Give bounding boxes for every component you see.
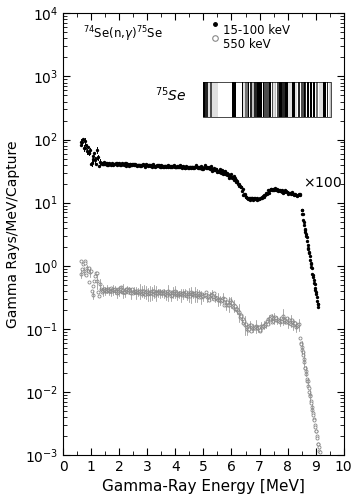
Bar — [250, 82, 252, 117]
Bar — [310, 82, 311, 117]
Bar — [243, 82, 245, 117]
Text: 15-100 keV: 15-100 keV — [223, 24, 290, 38]
Bar — [257, 82, 262, 117]
Bar — [235, 82, 236, 117]
Bar — [277, 82, 279, 117]
Bar — [301, 82, 304, 117]
Text: 550 keV: 550 keV — [223, 38, 271, 51]
Bar — [264, 82, 269, 117]
Bar — [203, 82, 331, 117]
Bar — [222, 82, 227, 117]
Bar — [297, 82, 300, 117]
Y-axis label: Gamma Rays/MeV/Capture: Gamma Rays/MeV/Capture — [6, 140, 20, 328]
Bar — [212, 82, 214, 117]
Bar — [232, 82, 234, 117]
Bar — [252, 82, 254, 117]
Bar — [282, 82, 285, 117]
Text: $^{74}$Se(n,$\gamma$)$^{75}$Se: $^{74}$Se(n,$\gamma$)$^{75}$Se — [83, 24, 163, 44]
Bar — [329, 82, 330, 117]
Bar — [323, 82, 326, 117]
X-axis label: Gamma-Ray Energy [MeV]: Gamma-Ray Energy [MeV] — [102, 480, 305, 494]
Bar — [326, 82, 329, 117]
Bar — [228, 82, 232, 117]
Bar — [214, 82, 218, 117]
Bar — [279, 82, 282, 117]
Bar — [311, 82, 312, 117]
Bar — [238, 82, 241, 117]
Bar — [254, 82, 257, 117]
Bar — [245, 82, 248, 117]
Bar — [330, 82, 331, 117]
Bar — [218, 82, 222, 117]
Bar — [316, 82, 318, 117]
Bar — [205, 82, 208, 117]
Bar — [285, 82, 288, 117]
Bar — [292, 82, 295, 117]
Bar — [242, 82, 243, 117]
Bar — [248, 82, 250, 117]
Bar — [236, 82, 238, 117]
Bar — [318, 82, 319, 117]
Bar — [273, 82, 275, 117]
Bar — [319, 82, 323, 117]
Bar — [305, 82, 306, 117]
Bar — [304, 82, 305, 117]
Bar — [203, 82, 204, 117]
Bar — [210, 82, 212, 117]
Bar — [263, 82, 264, 117]
Bar — [269, 82, 271, 117]
Text: $^{75}$Se: $^{75}$Se — [155, 86, 187, 104]
Bar — [203, 82, 331, 117]
Text: $\times$100: $\times$100 — [303, 176, 342, 190]
Bar — [306, 82, 309, 117]
Bar — [272, 82, 273, 117]
Bar — [295, 82, 297, 117]
Bar — [275, 82, 276, 117]
Bar — [313, 82, 315, 117]
Bar — [208, 82, 210, 117]
Bar — [288, 82, 292, 117]
